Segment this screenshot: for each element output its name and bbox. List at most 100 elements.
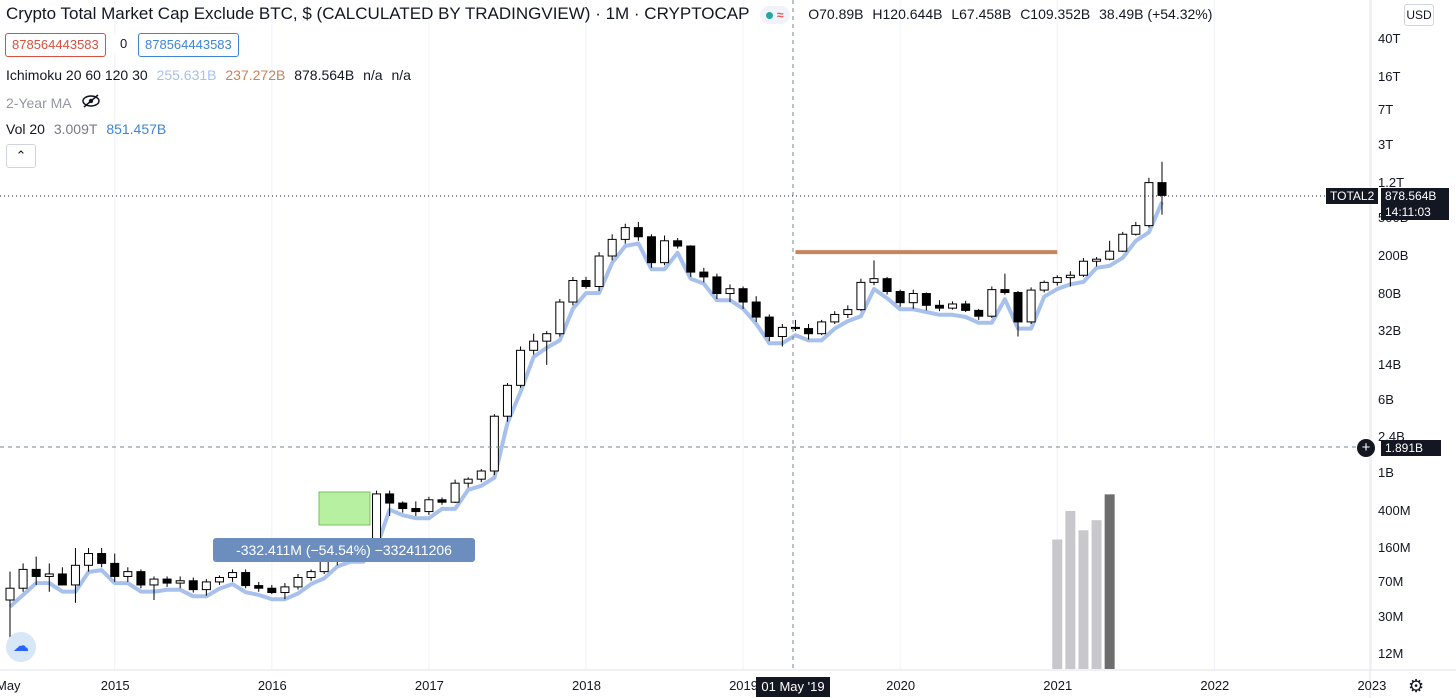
price-tick-label: 3T [1378,137,1394,153]
ichimoku-name: Ichimoku 20 60 120 30 [6,67,148,83]
time-tick-label: May [0,678,21,693]
candle-body [372,493,382,542]
candle-body [1105,250,1115,260]
candle-body [293,576,303,588]
collapse-legend-button[interactable]: ⌃ [6,144,36,168]
ma-legend[interactable]: 2-Year MA [6,94,106,111]
candle-body [1039,281,1049,291]
candle-body [660,240,670,264]
price-tick-label: 80B [1378,285,1402,301]
candle-body [476,470,486,480]
sell-price-box[interactable]: 878564443583 [5,33,106,57]
tradingview-logo-icon[interactable]: ☁ [6,632,36,662]
ichimoku-legend[interactable]: Ichimoku 20 60 120 30 255.631B 237.272B … [6,67,416,83]
candle-body [686,245,696,273]
time-tick-label: 2019 [729,678,758,693]
candle-body [594,255,604,287]
candle-body [568,279,578,303]
ohlc-close: C109.352B [1020,6,1091,22]
price-tick-label: 1B [1378,465,1394,480]
ohlc-values: O70.89B H120.644B L67.458B C109.352B 38.… [808,6,1217,22]
candle-body [817,321,827,335]
candle-body [502,384,512,417]
volume-bar [1078,530,1089,669]
candle-body [790,326,800,330]
symbol-title[interactable]: Crypto Total Market Cap Exclude BTC, $ (… [6,4,750,23]
candle-body [437,499,447,503]
candle-body [175,580,185,584]
time-tick-label: 2020 [886,678,916,693]
price-tick-label: 1.2T [1378,174,1405,190]
ichimoku-value-1: 255.631B [156,67,217,83]
quantity-value[interactable]: 0 [114,33,134,55]
candle-body [136,571,146,586]
candle-body [463,478,473,484]
candle-body [1144,182,1154,227]
candle-body [1092,258,1102,262]
bar-countdown: 14:11:03 [1381,204,1449,220]
candle-body [398,502,408,510]
last-price-tag: 878.564B [1381,188,1449,204]
candle-body [777,326,787,338]
chevron-up-icon: ⌃ [15,148,27,163]
market-status-badge[interactable]: ≈ [759,5,790,24]
hidden-eye-icon[interactable] [81,94,101,111]
volume-legend[interactable]: Vol 20 3.009T 851.457B [6,121,171,137]
ichimoku-line-blue [8,201,1164,609]
candle-body [267,587,277,594]
price-tick-label: 400M [1378,502,1411,518]
price-tick-label: 200B [1378,248,1409,263]
volume-bar [1065,511,1076,669]
candle-body [921,293,931,306]
time-tick-label: 2018 [572,678,601,693]
price-tick-label: 32B [1378,323,1402,339]
data-delay-icon: ≈ [776,7,784,22]
candle-body [306,571,316,578]
candle-body [764,316,774,338]
price-tick-label: 7T [1378,102,1394,118]
time-tick-label: 2016 [257,678,287,693]
candle-body [725,288,735,295]
add-alert-icon[interactable]: + [1357,439,1375,457]
candle-body [5,587,15,601]
candle-body [1052,277,1062,283]
candle-body [57,573,67,586]
candle-body [542,333,552,342]
candle-body [1065,274,1075,279]
candle-body [869,278,879,283]
time-tick-label: 2023 [1357,678,1387,693]
ichimoku-value-3: 878.564B [294,67,355,83]
candle-body [489,415,499,472]
candle-body [673,240,683,247]
candle-body [162,578,172,584]
candle-body [607,238,617,257]
volume-bar [1052,539,1063,669]
candle-body [804,328,814,335]
candle-body [555,301,565,335]
candle-body [411,508,421,513]
candle-body [830,313,840,323]
gear-icon[interactable]: ⚙ [1408,676,1425,696]
currency-button[interactable]: USD [1404,4,1434,26]
candle-body [948,303,958,309]
candle-body [1118,233,1128,252]
price-tick-label: 40T [1378,31,1401,46]
candle-body [214,576,224,583]
candle-body [228,572,238,578]
volume-bar [1104,494,1115,669]
candle-body [450,482,460,503]
buy-price-box[interactable]: 878564443583 [138,33,239,57]
volume-bar [1091,520,1102,669]
candle-body [201,581,211,591]
candle-body [280,586,290,594]
candle-body [908,293,918,304]
candle-body [385,493,395,504]
measure-tool-label: -332.411M (−54.54%) −332411206 [213,538,475,562]
price-tick-label: 70M [1378,573,1404,589]
time-tick-label: 2022 [1200,678,1230,693]
price-tick-label: 12M [1378,646,1404,662]
candle-body [738,288,748,303]
price-tick-label: 6B [1378,391,1394,407]
candle-body [712,276,722,295]
